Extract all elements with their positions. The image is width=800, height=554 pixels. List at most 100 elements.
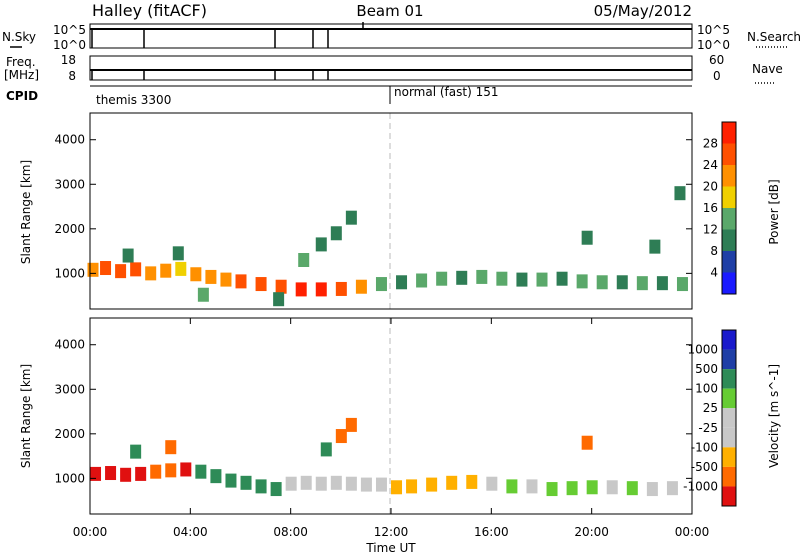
velocity-cell <box>165 440 177 455</box>
power-y-ticks: 1000 2000 3000 4000 <box>54 133 692 280</box>
cpid-strip <box>90 85 692 104</box>
power-cell <box>220 272 232 287</box>
velocity-cell <box>285 476 297 491</box>
power-cell <box>172 246 184 261</box>
velocity-cell <box>646 482 658 497</box>
velocity-cell <box>180 462 192 477</box>
power-cell <box>87 262 99 277</box>
velocity-colorbar-tick: -25 <box>698 421 718 435</box>
velocity-cell <box>120 467 132 482</box>
velocity-colorbar-segment <box>722 466 736 487</box>
velocity-cell <box>546 482 558 497</box>
power-colorbar-tick: 12 <box>703 223 718 237</box>
velocity-cell <box>486 476 498 491</box>
velocity-colorbar-segment <box>722 408 736 428</box>
x-tick-label: 20:00 <box>574 525 609 539</box>
y-tick-label: 3000 <box>54 382 85 396</box>
velocity-colorbar-segment <box>722 486 736 506</box>
power-cell <box>130 262 142 277</box>
freq-tick-bottom: 8 <box>68 69 76 83</box>
power-colorbar-tick: 4 <box>710 266 718 280</box>
power-colorbar-tick: 20 <box>703 180 718 194</box>
velocity-cell <box>526 479 538 494</box>
power-colorbar-segment <box>722 272 736 294</box>
x-tick-label: 00:00 <box>73 525 108 539</box>
time-x-ticks: 00:00 04:00 08:00 12:00 16:00 20:00 00:00 <box>73 318 709 539</box>
power-cell <box>330 226 342 241</box>
y-tick-label: 2000 <box>54 222 85 236</box>
velocity-panel: 1000 2000 3000 4000 00:00 04:00 08:00 12:00 16:… <box>54 317 709 539</box>
x-tick-label: 12:00 <box>374 525 409 539</box>
nsearch-tick-bottom: 10^0 <box>697 38 730 52</box>
power-cell <box>255 277 267 292</box>
power-cell <box>616 275 628 290</box>
velocity-cell <box>566 481 578 496</box>
velocity-cell <box>391 480 403 495</box>
velocity-cell <box>105 466 117 481</box>
power-cell <box>676 277 688 292</box>
power-cell <box>456 270 468 285</box>
y-tick-label: 4000 <box>54 338 85 352</box>
freq-label-2: [MHz] <box>4 68 39 82</box>
power-cell <box>355 279 367 294</box>
velocity-cell <box>270 482 282 497</box>
velocity-cell <box>300 475 312 490</box>
velocity-cell <box>90 466 102 481</box>
power-cells <box>87 186 688 307</box>
power-cell <box>476 269 488 284</box>
header-station: Halley (fitACF) <box>92 1 207 20</box>
nave-label: Nave <box>752 62 783 76</box>
power-colorbar-segment <box>722 122 736 144</box>
velocity-colorbar-tick: -1000 <box>683 479 718 493</box>
power-colorbar-label: Power [dB] <box>767 179 781 244</box>
y-tick-label: 4000 <box>54 133 85 147</box>
y-tick-label: 2000 <box>54 427 85 441</box>
velocity-cell <box>315 476 327 491</box>
velocity-cell <box>135 466 147 481</box>
freq-label-1: Freq. <box>6 55 36 69</box>
velocity-colorbar-tick: 1000 <box>687 343 718 357</box>
velocity-y-ticks: 1000 2000 3000 4000 <box>54 338 692 485</box>
header-date: 05/May/2012 <box>594 2 692 20</box>
power-colorbar: 4 8 12 16 20 24 28 <box>703 121 737 295</box>
power-panel: 1000 2000 3000 4000 <box>54 112 693 310</box>
cpid-left-mode: themis 3300 <box>96 93 171 107</box>
nave-tick-top: 60 <box>709 53 724 67</box>
power-cell <box>649 239 661 254</box>
power-colorbar-tick: 8 <box>710 244 718 258</box>
power-cell <box>596 275 608 290</box>
power-colorbar-tick: 24 <box>703 158 718 172</box>
velocity-colorbar-segment <box>722 369 736 389</box>
velocity-cell <box>210 469 222 484</box>
power-cell <box>436 271 448 286</box>
power-cell <box>175 261 187 276</box>
nsky-label: N.Sky <box>2 30 36 44</box>
power-cell <box>160 263 172 278</box>
velocity-colorbar-label: Velocity [m s^-1] <box>767 364 781 468</box>
power-cell <box>335 281 347 296</box>
velocity-colorbar-tick: 500 <box>695 362 718 376</box>
cpid-right-mode: normal (fast) 151 <box>394 85 498 99</box>
velocity-cell <box>225 473 237 488</box>
velocity-colorbar-segment <box>722 388 736 409</box>
x-axis-label: Time UT <box>365 541 416 554</box>
power-cell <box>197 287 209 302</box>
power-cell <box>298 253 310 267</box>
power-y-axis-label: Slant Range [km] <box>19 160 33 264</box>
velocity-cell <box>586 480 598 495</box>
velocity-colorbar-segment <box>722 349 736 370</box>
velocity-colorbar: 1000 500 100 25 -25 -100 -500 -1000 <box>683 329 737 507</box>
power-cell <box>636 276 648 291</box>
velocity-cell <box>466 474 478 489</box>
nave-tick-bottom: 0 <box>713 69 721 83</box>
velocity-cell <box>375 477 387 492</box>
power-cell <box>273 292 285 307</box>
nsearch-label: N.Search <box>747 30 800 44</box>
velocity-y-axis-label: Slant Range [km] <box>19 364 33 468</box>
velocity-colorbar-tick: 100 <box>695 382 718 396</box>
velocity-cell <box>195 464 207 479</box>
power-cell <box>315 282 327 297</box>
power-cell <box>656 276 668 291</box>
power-colorbar-segment <box>722 208 736 230</box>
velocity-colorbar-tick: -100 <box>691 440 718 454</box>
